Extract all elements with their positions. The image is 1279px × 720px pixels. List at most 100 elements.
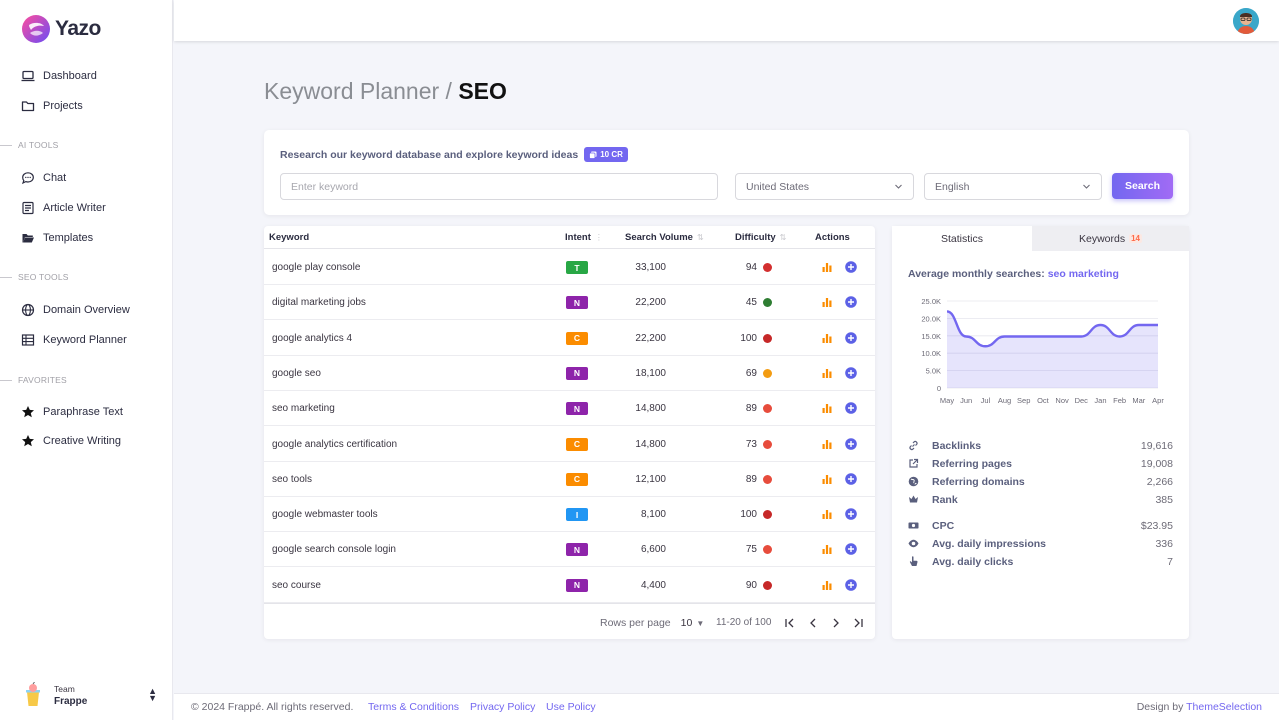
team-switcher[interactable]: Team Frappe ▲ ▼ <box>22 682 157 708</box>
last-page-icon[interactable] <box>852 617 864 629</box>
keyword-cell[interactable]: google webmaster tools <box>272 509 378 521</box>
add-circle-icon[interactable] <box>845 296 857 309</box>
metric-value: 7 <box>1167 556 1173 568</box>
add-circle-icon[interactable] <box>845 331 857 344</box>
difficulty-cell: 89 <box>745 403 757 415</box>
use-policy-link[interactable]: Use Policy <box>546 701 596 713</box>
x-tick-label: Mar <box>1132 396 1145 405</box>
eye-icon <box>908 539 919 548</box>
privacy-link[interactable]: Privacy Policy <box>470 701 536 713</box>
language-select[interactable]: English <box>924 173 1102 200</box>
country-select[interactable]: United States <box>735 173 914 200</box>
bar-chart-icon[interactable] <box>822 333 832 343</box>
keyword-cell[interactable]: seo marketing <box>272 403 335 415</box>
sidebar-item-article-writer[interactable]: Article Writer <box>21 201 106 215</box>
difficulty-cell: 45 <box>745 297 757 309</box>
rows-per-page-select[interactable]: 10 <box>680 617 693 629</box>
chart-heading: Average monthly searches: seo marketing <box>908 268 1119 280</box>
sidebar-item-label: Chat <box>43 172 67 184</box>
avatar-icon <box>1233 8 1259 34</box>
first-page-icon[interactable] <box>784 617 796 629</box>
difficulty-dot <box>763 298 772 308</box>
intent-badge: N <box>566 296 588 310</box>
user-avatar[interactable] <box>1233 8 1259 34</box>
metric-label: Avg. daily clicks <box>932 556 1014 568</box>
sidebar-item-label: Article Writer <box>43 202 106 214</box>
keyword-cell[interactable]: google analytics 4 <box>272 332 353 344</box>
x-tick-label: Aug <box>998 396 1011 405</box>
column-difficulty[interactable]: Difficulty ⇅ <box>735 232 787 243</box>
keyword-input[interactable]: Enter keyword <box>280 173 718 200</box>
bar-chart-icon[interactable] <box>822 297 832 308</box>
article-icon <box>22 201 34 215</box>
table-row: seo tools C 12,100 89 <box>264 462 875 497</box>
sidebar-item-projects[interactable]: Projects <box>21 99 83 113</box>
bar-chart-icon[interactable] <box>822 403 832 414</box>
add-circle-icon[interactable] <box>845 402 857 414</box>
bar-chart-icon[interactable] <box>822 439 832 449</box>
breadcrumb[interactable]: Keyword Planner <box>264 78 440 104</box>
team-label: Team <box>54 683 75 694</box>
themeselection-link[interactable]: ThemeSelection <box>1186 701 1262 713</box>
add-circle-icon[interactable] <box>845 261 857 273</box>
column-intent[interactable]: Intent ⋮ <box>565 232 603 243</box>
sidebar-item-creative-writing[interactable]: Creative Writing <box>21 434 121 448</box>
next-page-icon[interactable] <box>830 617 842 629</box>
sidebar-item-chat[interactable]: Chat <box>21 171 66 185</box>
metric-referring-domains: Referring domains 2,266 <box>908 475 1173 491</box>
search-volume-cell: 33,100 <box>635 262 666 273</box>
bar-chart-icon[interactable] <box>822 580 832 590</box>
add-circle-icon[interactable] <box>845 437 857 450</box>
add-circle-icon[interactable] <box>845 543 857 556</box>
keyword-cell[interactable]: google play console <box>272 262 361 273</box>
metric-value: $23.95 <box>1140 520 1173 532</box>
add-circle-icon[interactable] <box>845 367 857 379</box>
bar-chart-icon[interactable] <box>822 544 832 555</box>
tab-keywords[interactable]: Keywords 14 <box>1032 226 1189 251</box>
sidebar-item-dashboard[interactable]: Dashboard <box>21 69 97 83</box>
keyword-cell[interactable]: google analytics certification <box>272 438 398 450</box>
difficulty-cell: 73 <box>745 438 757 450</box>
keyword-cell[interactable]: seo course <box>272 579 321 591</box>
caret-down-icon[interactable]: ▼ <box>696 618 705 628</box>
sidebar-item-paraphrase-text[interactable]: Paraphrase Text <box>21 405 123 419</box>
x-tick-label: Nov <box>1055 396 1069 405</box>
prev-page-icon[interactable] <box>807 617 819 629</box>
keyword-cell[interactable]: google seo <box>272 367 321 379</box>
column-keyword[interactable]: Keyword <box>269 232 310 243</box>
bar-chart-icon[interactable] <box>822 474 832 484</box>
pointer-icon <box>909 556 918 566</box>
table-header: Keyword Intent ⋮ Search Volume ⇅ Difficult… <box>264 226 875 249</box>
keyword-cell[interactable]: digital marketing jobs <box>272 297 366 309</box>
sidebar-item-domain-overview[interactable]: Domain Overview <box>21 303 130 317</box>
keyword-cell[interactable]: seo tools <box>272 473 313 485</box>
add-circle-icon[interactable] <box>845 578 857 591</box>
table-row: google webmaster tools I 8,100 100 <box>264 497 875 533</box>
pagination: Rows per page 10 ▼ 11-20 of 100 <box>264 603 875 639</box>
keyword-cell[interactable]: google search console login <box>272 544 396 556</box>
search-button[interactable]: Search <box>1112 173 1173 199</box>
app-logo[interactable]: Yazo <box>21 14 101 44</box>
credits-badge: 10 CR <box>584 147 628 162</box>
breadcrumb-separator: / <box>445 78 452 104</box>
add-circle-icon[interactable] <box>845 472 857 485</box>
sidebar-item-keyword-planner[interactable]: Keyword Planner <box>21 333 127 347</box>
x-tick-label: Sep <box>1017 396 1030 405</box>
column-search-volume[interactable]: Search Volume ⇅ <box>625 232 704 243</box>
chevron-up-down-icon[interactable]: ▲ ▼ <box>148 686 157 703</box>
intent-badge: I <box>566 508 588 522</box>
search-volume-cell: 8,100 <box>640 509 666 521</box>
difficulty-dot <box>763 510 772 520</box>
table-row: google analytics 4 C 22,200 100 <box>264 321 875 356</box>
bar-chart-icon[interactable] <box>822 509 832 520</box>
bar-chart-icon[interactable] <box>822 262 832 272</box>
tab-statistics[interactable]: Statistics <box>892 226 1032 251</box>
statistics-panel: Statistics Keywords 14 Average monthly s… <box>892 226 1189 639</box>
topbar <box>174 0 1279 41</box>
terms-link[interactable]: Terms & Conditions <box>368 701 460 713</box>
x-tick-label: Apr <box>1152 396 1164 405</box>
bar-chart-icon[interactable] <box>822 368 832 378</box>
sidebar-item-templates[interactable]: Templates <box>21 231 93 245</box>
folder-icon <box>21 101 35 112</box>
add-circle-icon[interactable] <box>845 508 857 520</box>
